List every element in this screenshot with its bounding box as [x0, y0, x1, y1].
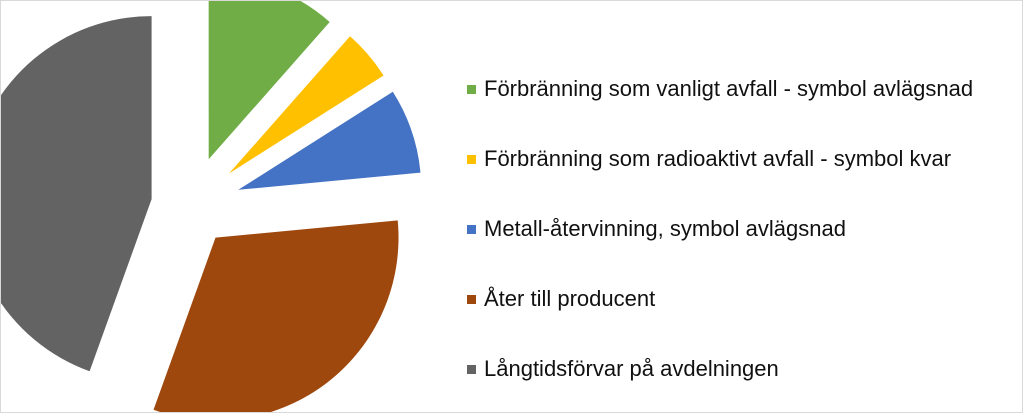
pie-chart — [1, 1, 421, 412]
pie-slice-5 — [1, 16, 152, 372]
legend-swatch — [467, 294, 476, 304]
legend-item-metal-recycling: Metall-återvinning, symbol avlägsnad — [467, 211, 973, 247]
pie-slice-3 — [238, 91, 421, 190]
legend: Förbränning som vanligt avfall - symbol … — [467, 71, 973, 387]
legend-label: Långtidsförvar på avdelningen — [484, 356, 779, 381]
legend-item-return-to-producer: Åter till producent — [467, 281, 973, 317]
pie-slice-1 — [208, 1, 330, 160]
legend-swatch — [467, 224, 476, 234]
legend-swatch — [467, 84, 476, 94]
pie-slice-2 — [229, 36, 384, 174]
legend-label: Åter till producent — [484, 286, 656, 311]
legend-label: Förbränning som vanligt avfall - symbol … — [484, 76, 974, 101]
pie-slice-4 — [153, 220, 399, 412]
legend-swatch — [467, 364, 476, 374]
legend-label: Metall-återvinning, symbol avlägsnad — [484, 216, 846, 241]
legend-item-long-term-storage: Långtidsförvar på avdelningen — [467, 351, 973, 387]
legend-item-incineration-normal: Förbränning som vanligt avfall - symbol … — [467, 71, 973, 107]
legend-swatch — [467, 154, 476, 164]
legend-label: Förbränning som radioaktivt avfall - sym… — [484, 146, 952, 171]
legend-item-incineration-radioactive: Förbränning som radioaktivt avfall - sym… — [467, 141, 973, 177]
